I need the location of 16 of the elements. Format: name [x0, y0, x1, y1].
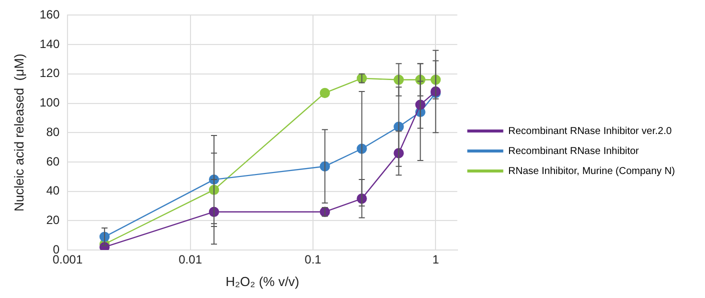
y-tick-label: 20 — [46, 212, 60, 227]
x-tick-label: 0.01 — [178, 252, 202, 267]
y-axis-title: Nucleic acid released (μM) — [11, 54, 26, 212]
x-tick-label: 1 — [432, 252, 440, 267]
y-tick-label: 80 — [46, 124, 60, 139]
legend-label: Recombinant RNase Inhibitor — [508, 146, 640, 157]
x-tick-label: 0.1 — [304, 252, 322, 267]
y-tick-label: 100 — [40, 96, 60, 110]
y-tick-label: 140 — [40, 36, 60, 51]
y-tick-label: 60 — [46, 154, 60, 168]
y-tick-label: 160 — [40, 8, 60, 22]
legend-label: Recombinant RNase Inhibitor ver.2.0 — [508, 126, 672, 137]
y-tick-label: 120 — [40, 66, 60, 80]
x-axis-title: H₂O₂ (% v/v) — [226, 274, 300, 289]
legend-label: RNase Inhibitor, Murine (Company N) — [508, 166, 676, 177]
y-tick-label: 40 — [46, 184, 60, 198]
